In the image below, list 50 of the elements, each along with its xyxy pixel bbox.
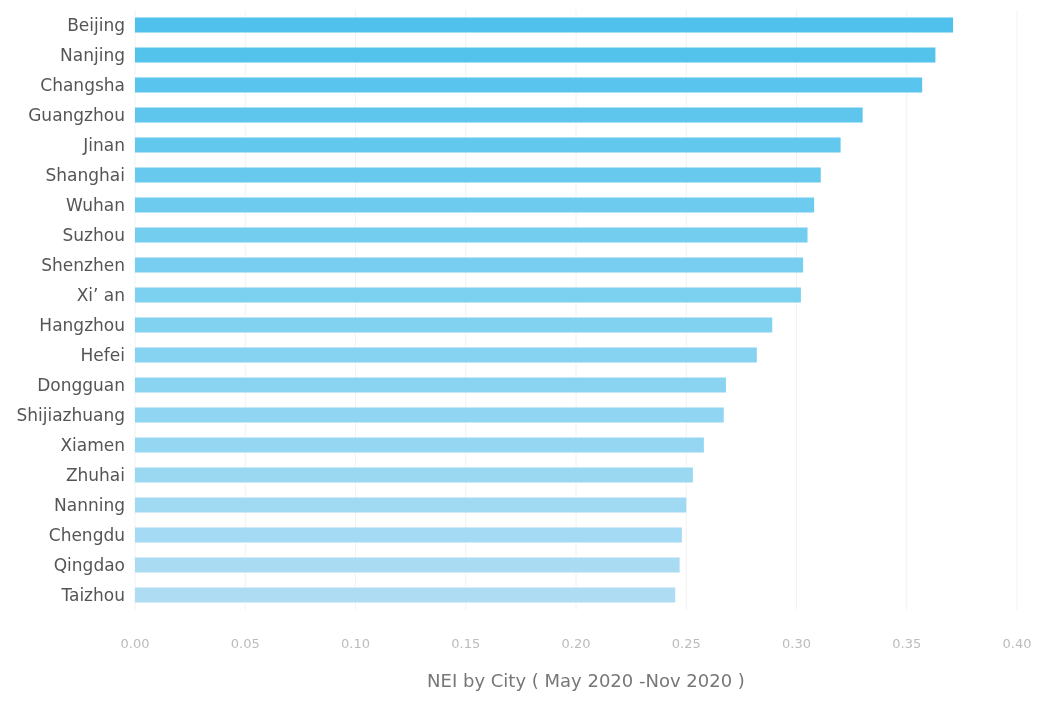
y-tick-label: Xi’ an bbox=[76, 284, 125, 305]
bar bbox=[135, 77, 923, 93]
bar bbox=[135, 377, 726, 393]
y-tick-label: Hangzhou bbox=[39, 314, 125, 335]
bar bbox=[135, 347, 757, 363]
y-tick-label: Jinan bbox=[82, 134, 125, 155]
x-axis-title: NEI by City ( May 2020 -Nov 2020 ) bbox=[427, 670, 745, 691]
y-tick-label: Xiamen bbox=[60, 434, 125, 455]
y-tick-label: Dongguan bbox=[37, 374, 125, 395]
bar bbox=[135, 107, 863, 123]
y-tick-label: Shenzhen bbox=[41, 254, 125, 275]
y-tick-label: Beijing bbox=[67, 14, 125, 35]
bar bbox=[135, 557, 680, 573]
bar bbox=[135, 437, 704, 453]
bar bbox=[135, 257, 804, 273]
y-tick-label: Nanjing bbox=[60, 44, 125, 65]
bar bbox=[135, 227, 808, 243]
y-tick-label: Changsha bbox=[40, 74, 125, 95]
bar bbox=[135, 17, 954, 33]
y-tick-label: Zhuhai bbox=[65, 464, 125, 485]
y-tick-label: Nanning bbox=[54, 494, 125, 515]
y-tick-label: Suzhou bbox=[62, 224, 125, 245]
bar bbox=[135, 587, 676, 603]
x-tick-label: 0.25 bbox=[671, 636, 701, 651]
y-tick-label: Guangzhou bbox=[28, 104, 125, 125]
y-tick-label: Shanghai bbox=[45, 164, 125, 185]
y-tick-label: Qingdao bbox=[53, 554, 125, 575]
bar bbox=[135, 407, 724, 423]
y-tick-label: Wuhan bbox=[66, 194, 125, 215]
x-tick-label: 0.40 bbox=[1002, 636, 1032, 651]
y-tick-label: Taizhou bbox=[60, 584, 125, 605]
x-tick-label: 0.15 bbox=[451, 636, 481, 651]
bar bbox=[135, 317, 773, 333]
x-tick-label: 0.10 bbox=[341, 636, 370, 651]
x-tick-label: 0.20 bbox=[561, 636, 591, 651]
y-tick-label: Shijiazhuang bbox=[16, 404, 125, 425]
bar bbox=[135, 287, 801, 303]
bar bbox=[135, 527, 682, 543]
bar bbox=[135, 167, 821, 183]
bar bbox=[135, 47, 936, 63]
x-tick-label: 0.35 bbox=[892, 636, 922, 651]
y-tick-label: Hefei bbox=[80, 344, 125, 365]
x-tick-label: 0.00 bbox=[120, 636, 150, 651]
y-tick-label: Chengdu bbox=[48, 524, 125, 545]
bar bbox=[135, 197, 815, 213]
bar bbox=[135, 467, 693, 483]
x-tick-label: 0.05 bbox=[230, 636, 260, 651]
x-tick-label: 0.30 bbox=[782, 636, 811, 651]
bar bbox=[135, 497, 687, 513]
bar bbox=[135, 137, 841, 153]
